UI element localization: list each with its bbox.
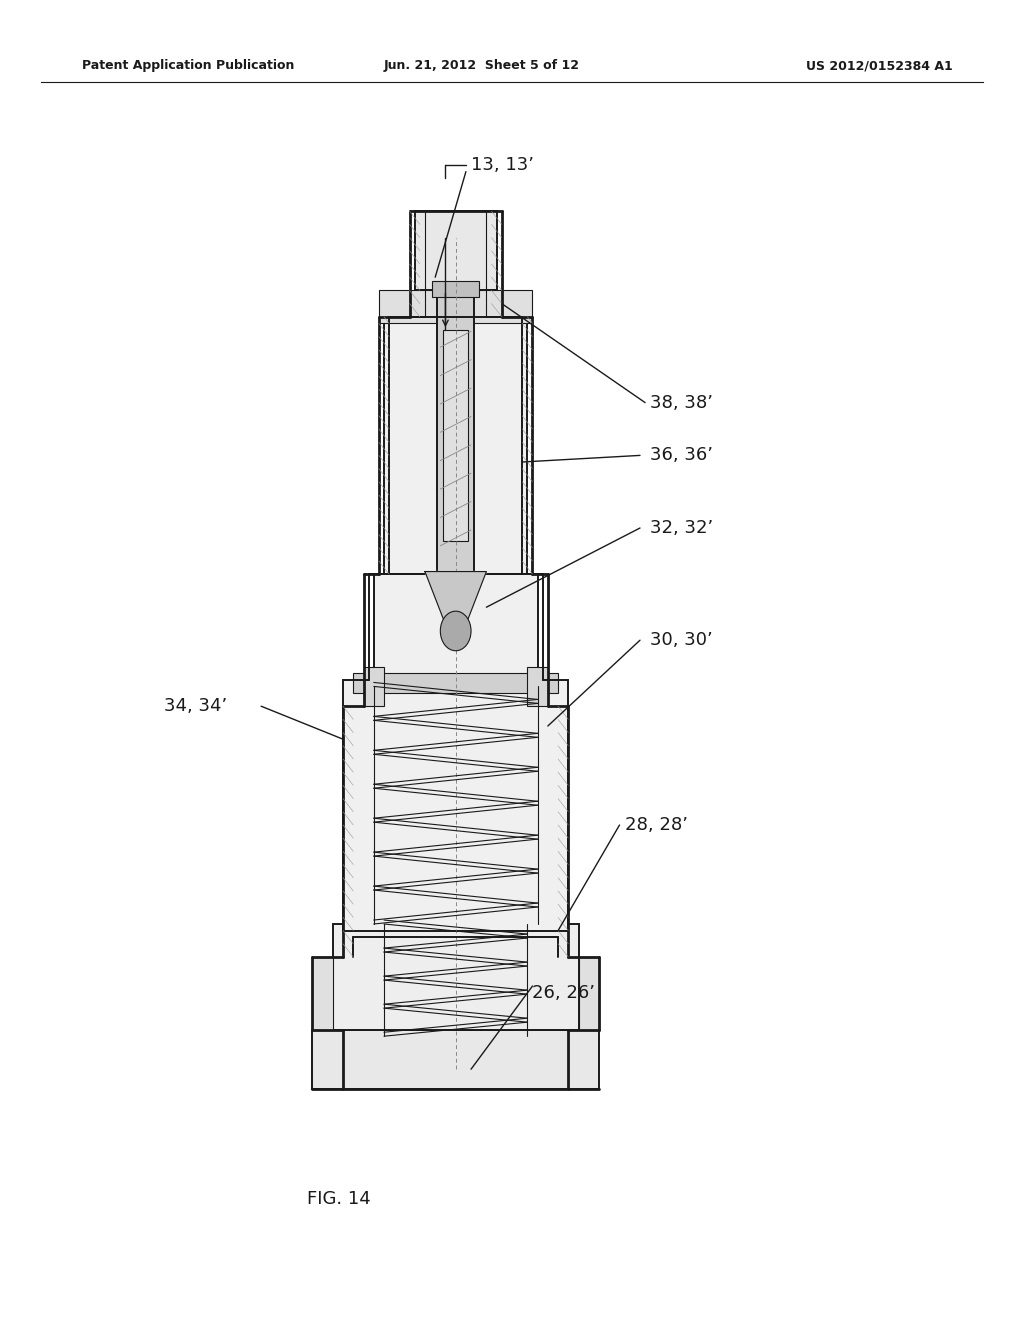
Text: 28, 28’: 28, 28’ [625,816,688,834]
Bar [579,957,599,1030]
Text: 13, 13’: 13, 13’ [471,156,535,174]
Bar [333,924,579,1030]
Bar [312,957,333,1030]
Text: Jun. 21, 2012  Sheet 5 of 12: Jun. 21, 2012 Sheet 5 of 12 [383,59,580,73]
Bar [415,211,497,290]
Text: 26, 26’: 26, 26’ [532,983,596,1002]
Bar [353,673,558,693]
Bar [384,323,527,574]
Text: Patent Application Publication: Patent Application Publication [82,59,294,73]
Text: 36, 36’: 36, 36’ [650,446,714,465]
Text: US 2012/0152384 A1: US 2012/0152384 A1 [806,59,952,73]
Bar [312,1030,599,1089]
Bar [379,290,532,323]
Bar [374,574,538,680]
Bar [437,290,474,574]
Bar [343,680,568,931]
Bar [364,667,384,706]
Text: 34, 34’: 34, 34’ [164,697,227,715]
Bar [527,667,548,706]
Circle shape [440,611,471,651]
Polygon shape [425,572,486,624]
Text: 30, 30’: 30, 30’ [650,631,713,649]
Text: FIG. 14: FIG. 14 [307,1189,371,1208]
Bar [432,281,479,297]
Text: 32, 32’: 32, 32’ [650,519,714,537]
Bar [443,330,468,541]
Text: 38, 38’: 38, 38’ [650,393,714,412]
